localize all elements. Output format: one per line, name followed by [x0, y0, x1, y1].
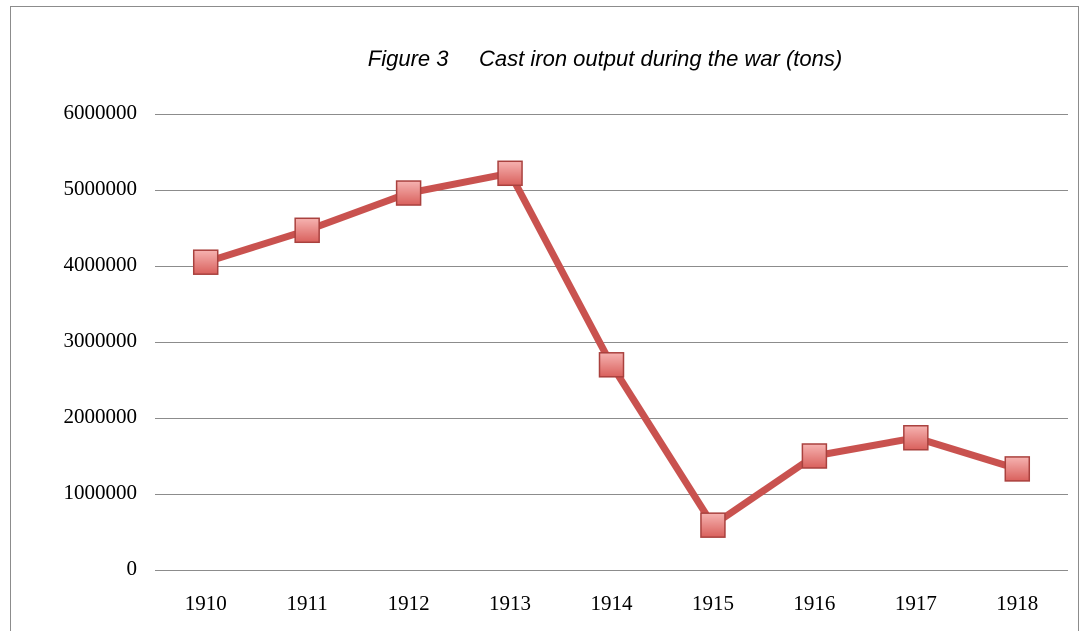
x-tick-label: 1913: [489, 591, 531, 615]
data-point: [192, 249, 219, 275]
y-tick-label: 6000000: [64, 100, 138, 124]
x-tick-label: 1911: [287, 591, 328, 615]
x-tick-label: 1916: [793, 591, 835, 615]
chart-frame: [10, 6, 1079, 631]
data-point: [1004, 456, 1031, 482]
data-point: [395, 180, 422, 206]
x-tick-label: 1918: [996, 591, 1038, 615]
y-tick-label: 2000000: [64, 404, 138, 428]
data-point: [294, 217, 320, 244]
x-tick-label: 1912: [388, 591, 430, 615]
x-tick-label: 1914: [591, 591, 634, 615]
y-tick-label: 5000000: [64, 176, 138, 200]
data-point: [497, 160, 523, 187]
y-tick-label: 3000000: [64, 328, 138, 352]
x-tick-label: 1917: [895, 591, 937, 615]
data-point: [801, 443, 828, 469]
data-point: [903, 425, 929, 451]
chart-title: Figure 3 Cast iron output during the war…: [368, 46, 842, 71]
y-tick-label: 1000000: [64, 480, 138, 504]
data-line: [204, 169, 1019, 529]
data-point: [598, 352, 625, 378]
x-tick-label: 1910: [185, 591, 227, 615]
data-point: [700, 512, 726, 538]
y-tick-label: 4000000: [64, 252, 138, 276]
y-tick-label: 0: [127, 556, 138, 580]
x-tick-label: 1915: [692, 591, 734, 615]
